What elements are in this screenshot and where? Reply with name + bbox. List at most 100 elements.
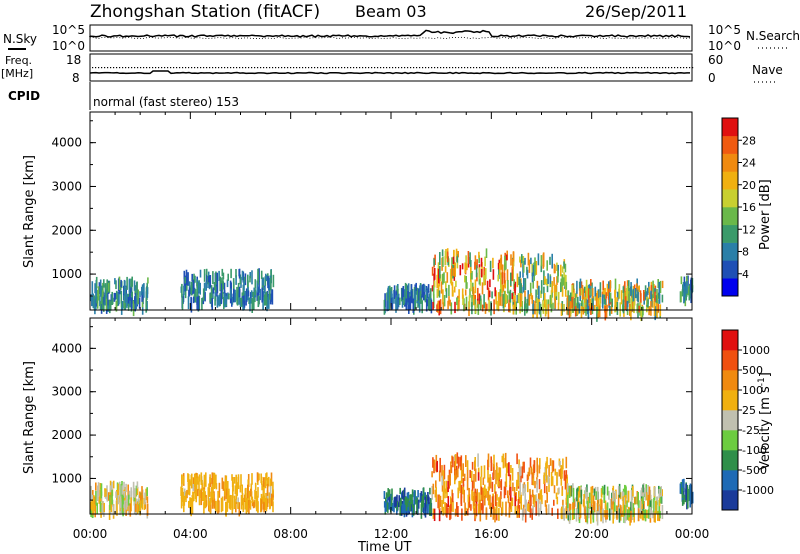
data-point: [482, 493, 484, 509]
nave-point: [668, 67, 670, 69]
nave-point: [575, 67, 577, 69]
nave-point: [284, 67, 286, 69]
nave-point: [488, 67, 490, 69]
data-point: [574, 306, 577, 317]
data-point: [502, 294, 505, 309]
data-point: [511, 258, 514, 270]
data-point: [223, 282, 226, 294]
nave-point: [179, 67, 181, 69]
nave-point: [245, 67, 247, 69]
data-point: [412, 298, 415, 313]
data-point: [511, 293, 514, 300]
data-point: [652, 287, 655, 299]
data-point: [563, 272, 565, 280]
data-point: [498, 497, 500, 507]
data-point: [216, 502, 219, 511]
nave-point: [224, 67, 226, 69]
data-point: [539, 501, 542, 513]
data-point: [630, 297, 633, 311]
data-point: [473, 491, 475, 507]
data-point: [594, 486, 597, 496]
data-point: [474, 503, 477, 519]
data-point: [187, 296, 190, 310]
data-point: [464, 502, 466, 516]
data-point: [257, 501, 259, 513]
colorbar-segment: [722, 242, 738, 261]
data-point: [617, 486, 620, 495]
data-point: [578, 501, 581, 516]
data-point: [590, 306, 592, 315]
data-point: [395, 496, 397, 507]
data-point: [443, 481, 445, 493]
data-point: [401, 295, 404, 308]
nave-point: [302, 67, 304, 69]
data-point: [237, 476, 240, 485]
data-point: [186, 277, 188, 286]
data-point: [483, 275, 485, 286]
data-point: [272, 501, 274, 513]
data-point: [500, 256, 503, 268]
data-point: [215, 483, 218, 490]
data-point: [513, 279, 515, 290]
data-point: [644, 487, 647, 501]
nave-point: [524, 67, 526, 69]
data-point: [490, 456, 492, 463]
data-point: [109, 495, 111, 510]
data-point: [411, 503, 414, 518]
nave-point: [146, 67, 148, 69]
data-point: [136, 502, 139, 514]
data-point: [120, 501, 122, 508]
data-point: [529, 495, 531, 502]
data-point: [597, 289, 600, 300]
data-point: [501, 264, 504, 278]
data-point: [432, 301, 434, 310]
data-point: [517, 499, 520, 509]
data-point: [647, 299, 649, 308]
data-point: [116, 490, 118, 505]
data-point: [518, 459, 520, 469]
data-point: [660, 486, 662, 497]
data-point: [574, 497, 577, 507]
data-point: [649, 506, 652, 519]
data-point: [648, 486, 651, 501]
nave-point: [254, 67, 256, 69]
data-point: [190, 296, 192, 311]
data-point: [594, 304, 596, 311]
data-point: [611, 498, 613, 510]
data-point: [194, 275, 196, 283]
data-point: [686, 484, 688, 494]
data-point: [131, 276, 133, 287]
data-point: [441, 475, 443, 486]
data-point: [234, 485, 237, 495]
data-point: [512, 252, 515, 262]
data-point: [691, 491, 694, 504]
data-point: [594, 286, 597, 297]
data-point: [129, 503, 132, 517]
data-point: [96, 296, 98, 304]
data-point: [503, 273, 506, 284]
data-point: [248, 490, 251, 505]
data-point: [185, 492, 187, 503]
data-point: [499, 263, 501, 275]
data-point: [683, 286, 686, 298]
data-point: [184, 290, 187, 299]
nave-point: [95, 67, 97, 69]
data-point: [646, 287, 649, 295]
data-point: [584, 505, 586, 516]
data-point: [388, 289, 391, 303]
data-point: [522, 256, 525, 266]
data-point: [419, 493, 422, 503]
data-point: [391, 488, 393, 501]
data-point: [632, 485, 634, 497]
data-point: [510, 254, 512, 266]
data-point: [241, 484, 243, 494]
data-point: [448, 296, 450, 305]
data-point: [192, 296, 195, 304]
data-point: [240, 297, 243, 307]
data-point: [516, 273, 519, 288]
data-point: [413, 297, 416, 312]
nave-point: [311, 67, 313, 69]
data-point: [605, 304, 608, 318]
data-point: [409, 296, 412, 311]
data-point: [431, 285, 434, 292]
